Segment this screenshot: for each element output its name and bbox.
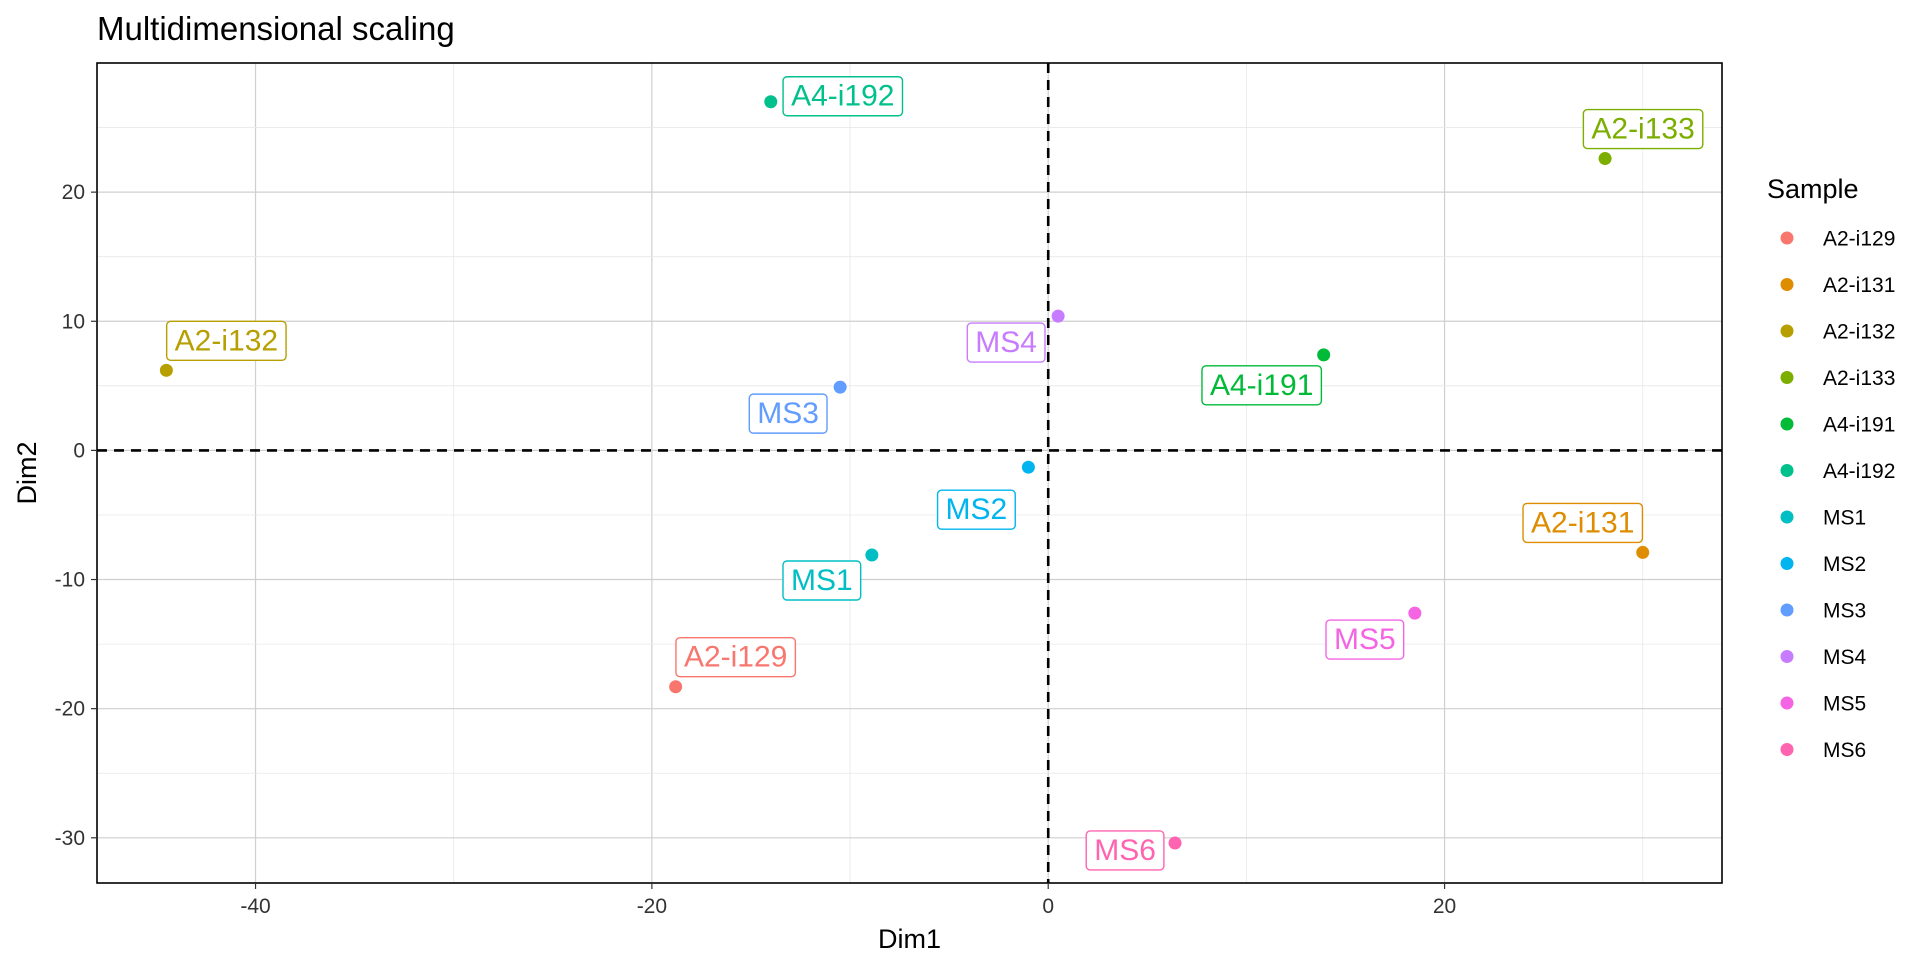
legend-key-ms6: [1781, 743, 1794, 756]
y-tick-label: 20: [62, 181, 85, 204]
label-text: MS2: [946, 493, 1008, 526]
legend-key-ms1: [1781, 511, 1794, 524]
y-axis-title: Dim2: [12, 441, 42, 504]
grid-lines: [97, 63, 1722, 883]
label-text: A4-i192: [791, 80, 894, 113]
y-tick-label: -20: [55, 698, 85, 721]
legend-key-ms5: [1781, 697, 1794, 710]
point-a2-i132: [160, 364, 173, 377]
data-points: [160, 95, 1649, 849]
legend-label-a4-i191: A4-i191: [1823, 414, 1895, 437]
legend-label-ms6: MS6: [1823, 739, 1866, 762]
reference-lines: [97, 63, 1722, 883]
legend-label-ms4: MS4: [1823, 646, 1867, 669]
label-ms6: MS6: [1086, 831, 1164, 870]
legend-key-ms2: [1781, 557, 1794, 570]
legend-label-ms2: MS2: [1823, 553, 1866, 576]
point-a4-i191: [1317, 348, 1330, 361]
label-ms2: MS2: [938, 490, 1016, 529]
label-text: MS1: [791, 564, 853, 597]
label-ms5: MS5: [1326, 620, 1404, 659]
point-a2-i133: [1599, 152, 1612, 165]
point-labels: A2-i129 A2-i131 A2-i132 A2-i133 A4-i191 A4-i1…: [167, 77, 1703, 870]
point-ms4: [1052, 310, 1065, 323]
legend-key-a4-i192: [1781, 464, 1794, 477]
x-tick-label: -20: [637, 895, 667, 918]
label-text: A4-i191: [1210, 369, 1313, 402]
legend-label-a2-i129: A2-i129: [1823, 228, 1895, 251]
y-tick-label: 10: [62, 310, 85, 333]
y-tick-label: 0: [73, 439, 85, 462]
label-ms4: MS4: [967, 323, 1045, 362]
x-axis-ticks: -40 -20 0 20: [240, 883, 1456, 918]
label-text: A2-i133: [1591, 113, 1694, 146]
legend-label-ms3: MS3: [1823, 600, 1866, 623]
legend-key-a2-i132: [1781, 325, 1794, 338]
legend-key-ms4: [1781, 650, 1794, 663]
point-ms5: [1408, 607, 1421, 620]
label-a2-i133: A2-i133: [1583, 110, 1702, 149]
legend-label-a2-i131: A2-i131: [1823, 274, 1895, 297]
y-tick-label: -10: [55, 569, 85, 592]
legend-key-a2-i133: [1781, 371, 1794, 384]
legend-title: Sample: [1767, 174, 1859, 204]
x-axis-title: Dim1: [878, 924, 941, 954]
legend-key-ms3: [1781, 604, 1794, 617]
label-text: MS3: [757, 397, 819, 430]
chart-title: Multidimensional scaling: [97, 10, 455, 47]
legend-key-a2-i129: [1781, 232, 1794, 245]
y-tick-label: -30: [55, 827, 85, 850]
x-tick-label: -40: [240, 895, 270, 918]
label-text: A2-i129: [684, 641, 787, 674]
label-text: MS5: [1334, 623, 1396, 656]
legend: Sample A2-i129 A2-i131 A2-i132 A2-i133 A4-i1…: [1767, 174, 1895, 762]
label-a4-i191: A4-i191: [1202, 366, 1321, 405]
label-text: MS4: [975, 326, 1037, 359]
point-a2-i129: [669, 680, 682, 693]
plot-panel-border: [97, 63, 1722, 883]
label-a2-i131: A2-i131: [1523, 503, 1642, 542]
label-text: A2-i131: [1531, 506, 1634, 539]
point-a2-i131: [1636, 546, 1649, 559]
legend-label-a4-i192: A4-i192: [1823, 460, 1895, 483]
legend-label-ms1: MS1: [1823, 507, 1866, 530]
legend-label-ms5: MS5: [1823, 693, 1866, 716]
legend-label-a2-i133: A2-i133: [1823, 367, 1895, 390]
point-ms6: [1169, 836, 1182, 849]
label-a2-i132: A2-i132: [167, 321, 286, 360]
label-ms1: MS1: [783, 561, 861, 600]
label-text: A2-i132: [175, 324, 278, 357]
label-text: MS6: [1094, 834, 1156, 867]
x-tick-label: 0: [1042, 895, 1054, 918]
label-ms3: MS3: [749, 394, 827, 433]
label-a4-i192: A4-i192: [783, 77, 902, 116]
y-axis-ticks: -30 -20 -10 0 10 20: [55, 181, 97, 850]
point-a4-i192: [764, 95, 777, 108]
label-a2-i129: A2-i129: [676, 638, 795, 677]
point-ms1: [865, 549, 878, 562]
legend-key-a4-i191: [1781, 418, 1794, 431]
x-tick-label: 20: [1433, 895, 1456, 918]
legend-label-a2-i132: A2-i132: [1823, 321, 1895, 344]
legend-key-a2-i131: [1781, 278, 1794, 291]
point-ms2: [1022, 461, 1035, 474]
point-ms3: [834, 381, 847, 394]
